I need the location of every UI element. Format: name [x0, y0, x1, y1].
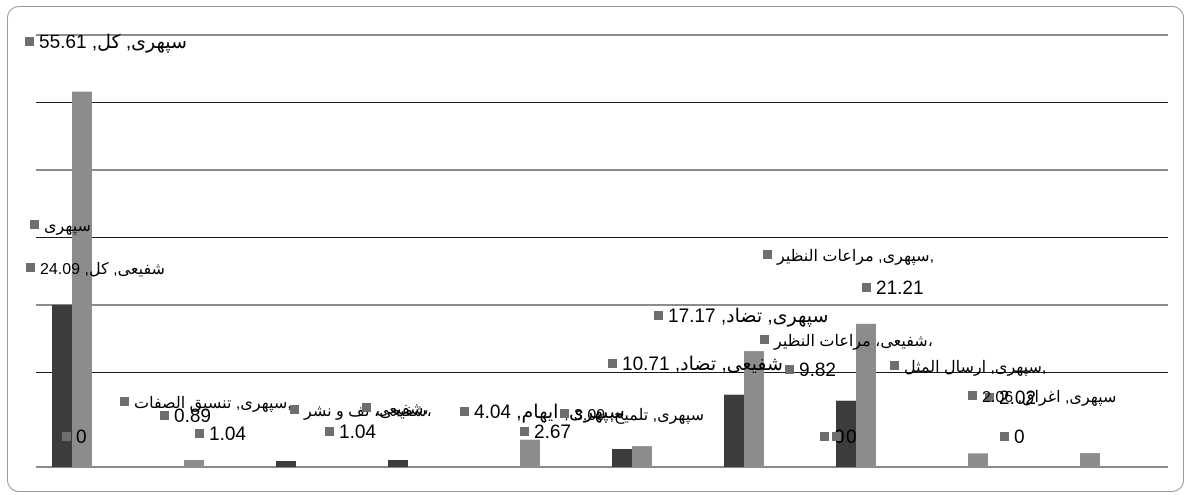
legend-key-square: [560, 409, 569, 418]
data-label: 2.02: [999, 388, 1036, 409]
data-label: 1.04: [209, 424, 246, 445]
bar-shafiei-3: [388, 459, 408, 467]
data-label: 0: [846, 427, 857, 448]
legend-key-square: [654, 311, 663, 320]
legend-key-square: [195, 429, 204, 438]
data-label: سپهری, کل, 55.61: [39, 32, 187, 53]
data-label: 0: [1014, 427, 1025, 448]
legend-key-square: [62, 432, 71, 441]
bars: [52, 91, 1100, 467]
legend-key-square: [30, 220, 39, 229]
legend-key-square: [160, 411, 169, 420]
legend-key-square: [120, 397, 129, 406]
data-label: شفیعی, کل, 24.09: [40, 261, 165, 278]
bar-sepehri-1: [184, 459, 204, 467]
bar-sepehri-4: [520, 439, 540, 467]
data-label: 9.82: [799, 360, 836, 381]
data-label: 2.67: [534, 422, 571, 443]
legend-key-square: [820, 432, 829, 441]
legend-key-square: [862, 283, 871, 292]
bar-sepehri-7: [856, 323, 876, 467]
legend-key-square: [460, 407, 469, 416]
legend-key-square: [968, 391, 977, 400]
bar-sepehri-9: [1080, 453, 1100, 467]
legend-key-square: [608, 359, 617, 368]
data-label: سپهری, تلمیح, 3.09: [574, 407, 704, 424]
legend-key-square: [760, 335, 769, 344]
data-label: سپهری: [44, 218, 91, 235]
chart-frame: [7, 6, 1184, 492]
data-label: سپهری, ایهام, 4.04: [474, 402, 625, 423]
bar-sepehri-0: [72, 91, 92, 467]
legend-key-square: [362, 403, 371, 412]
data-label: 21.21: [876, 278, 924, 299]
legend-key-square: [763, 250, 772, 259]
data-label: سپهری, اغراق, 2.06: [982, 389, 1116, 406]
data-label: شفیعی،: [376, 401, 429, 418]
legend-key-square: [785, 365, 794, 374]
legend-key-square: [1000, 432, 1009, 441]
legend-key-square: [985, 393, 994, 402]
data-label: شفیعی, تضاد, 10.71: [622, 354, 783, 375]
data-label: سپهری, ارسال المثل,: [904, 359, 1046, 376]
bar-shafiei-2: [276, 460, 296, 467]
data-label: سپهری, مراعات النظیر,: [776, 248, 934, 265]
legend-key-square: [25, 37, 34, 46]
legend-key-square: [290, 405, 299, 414]
bar-sepehri-6: [744, 351, 764, 467]
legend-key-square: [890, 361, 899, 370]
legend-key-square: [520, 427, 529, 436]
data-label: 1.04: [339, 422, 376, 443]
bar-shafiei-6: [724, 394, 744, 467]
data-labels: سپهری, کل, 55.61 سپهری شفیعی, کل, 24.09 سپه…: [25, 32, 1116, 448]
data-label: 0.89: [174, 406, 211, 427]
data-label: سپهری, تضاد, 17.17: [668, 306, 828, 327]
data-label: سپهری, تنسیق الصفات,: [134, 395, 292, 412]
legend-key-square: [26, 263, 35, 272]
bar-sepehri-8: [968, 453, 988, 467]
legend-key-square: [325, 427, 334, 436]
bar-shafiei-7: [836, 400, 856, 467]
data-label: شفیعی، مراعات النظیر،: [773, 333, 933, 350]
legend-key-square: [832, 432, 841, 441]
bar-shafiei-5: [612, 448, 632, 467]
bar-sepehri-5: [632, 446, 652, 467]
bar-shafiei-0: [52, 304, 72, 467]
data-label: 0: [76, 427, 87, 448]
